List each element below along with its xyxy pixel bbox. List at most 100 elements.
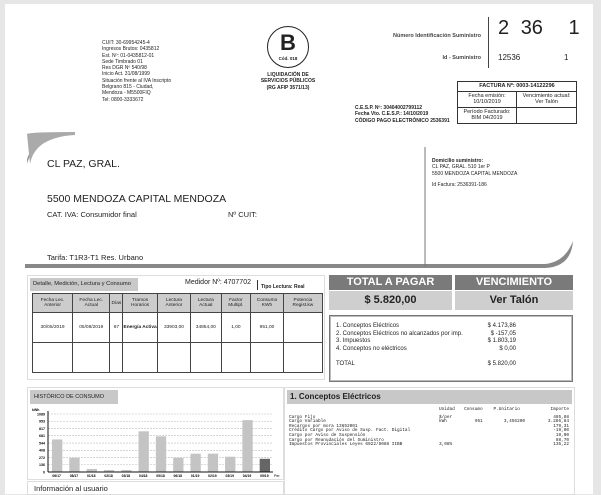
table-cell: [282, 342, 324, 373]
due-value: Ver Talón: [455, 291, 573, 310]
caption-line: SERVICIOS PÚBLICOS: [260, 78, 316, 85]
supply-id-part: 36: [520, 17, 543, 39]
x-tick-label: 05/18: [156, 474, 165, 478]
customer-iva: CAT. IVA: Consumidor final: [47, 210, 137, 219]
issuer-line: Ingresos Brutos: 0435812: [102, 46, 160, 53]
concept-row: Cargo por Aviso de Suspensión 19,00: [289, 433, 569, 439]
y-tick-label: 0: [43, 470, 45, 474]
x-tick-label: 04/18: [139, 474, 148, 478]
column-header: Días: [109, 293, 124, 313]
due-value: Ver Talón: [535, 99, 558, 105]
concepts-table: Unidad Consumo P.Unitario Importe Cargo Fijo…: [289, 407, 569, 448]
table-cell: 05/08/2019: [72, 312, 111, 343]
column-header: Importe: [550, 407, 569, 412]
issuer-line: Tel: 0800-3333672: [102, 96, 144, 103]
address-frame: [25, 132, 573, 268]
y-tick-label: 544: [39, 441, 45, 445]
column-header: Factor Multipl.: [220, 293, 252, 313]
concept-row: Cargo por Reanudación del Suministro 88,7…: [289, 438, 569, 444]
column-header: Tramos Horarios: [122, 293, 158, 313]
column-header: Fecha Lec. Actual: [72, 293, 111, 313]
y-tick-label: 408: [39, 449, 45, 453]
summary-label: 3. Impuestos: [336, 338, 371, 344]
concept-cell: 951: [474, 419, 483, 425]
x-tick-label: 08/17: [70, 474, 79, 478]
concept-row: Cargo Fijo $/per 485,88: [289, 414, 569, 421]
summary-total-row: TOTAL $ 5.820,00: [336, 361, 566, 367]
table-cell: [31, 342, 74, 373]
cesp-line: C.E.S.P. Nº: 30404002799112: [355, 105, 423, 111]
issuer-line: Est. Nº: 01-0435812-01: [102, 52, 155, 59]
summary-label: 2. Conceptos Eléctricos no alcanzados po…: [336, 330, 463, 337]
y-tick-label: 953: [39, 420, 45, 424]
table-cell: 33903,00: [156, 312, 192, 343]
total-label: TOTAL A PAGAR: [329, 275, 452, 290]
totals-summary: 1. Conceptos Eléctricos $ 4.173,86 2. Conc…: [329, 315, 573, 382]
period-value: BIM 04/2019: [471, 115, 503, 121]
user-info-section: Información al usuario: [27, 481, 284, 495]
bar: [225, 456, 236, 472]
x-tick-label: 05/19: [260, 474, 269, 478]
summary-value: $ 1.803,19: [487, 338, 516, 344]
concept-cell: Cargo Fijo: [289, 414, 316, 420]
concept-row: Recargos por mora 13652001 179,31: [289, 423, 569, 430]
concept-cell: 135,22: [553, 442, 569, 448]
invoice-number: FACTURA Nº: 0003-14122296: [458, 82, 576, 92]
x-tick-label: 06/18: [174, 474, 183, 478]
concept-cell: $/per: [439, 414, 453, 420]
summary-row: 4. Conceptos no eléctricos $ 0,00: [336, 346, 566, 354]
emission-label: Fecha emisión:: [468, 92, 506, 99]
history-tab: HISTÓRICO DE CONSUMO: [30, 390, 118, 404]
concept-row: Crédito Cargo por Aviso de Susp. Fact. D…: [289, 429, 569, 434]
table-cell: 30/05/2019: [31, 312, 74, 343]
y-tick-label: 136: [39, 463, 45, 467]
concepts-section: 1. Conceptos Eléctricos Unidad Consumo P.U…: [284, 387, 575, 495]
table-cell: [122, 342, 158, 373]
supply-address-line: 5500 MENDOZA CAPITAL MENDOZA: [432, 170, 518, 177]
issuer-line: Belgrano 815 - Ciudad,: [102, 84, 154, 91]
x-tick-label: 02/18: [104, 474, 113, 478]
concept-cell: 3.286,84: [547, 419, 569, 425]
supply-id-label: Número Identificación Suministro: [392, 33, 481, 39]
concept-cell: 485,88: [553, 414, 569, 420]
issuer-info: CUIT: 30-69954245-4 Ingresos Brutos: 0435…: [102, 40, 192, 103]
table-row: [31, 342, 324, 373]
concept-cell: Crédito Cargo por Aviso de Susp. Fact. D…: [289, 428, 411, 434]
summary-row: 2. Conceptos Eléctricos no alcanzados po…: [336, 331, 566, 339]
summary-label: 4. Conceptos no eléctricos: [336, 345, 407, 352]
bar: [138, 431, 149, 472]
customer-cuit: Nº CUIT:: [228, 210, 257, 219]
x-tick-label: 02/19: [208, 474, 217, 478]
column-header: Consumo: [464, 407, 483, 412]
x-axis-label: Per.: [274, 474, 280, 478]
concept-cell: 3,456200: [503, 419, 525, 425]
divider: [257, 280, 258, 290]
caption-line: LIQUIDACIÓN DE: [267, 72, 309, 78]
period-label: Período Facturado:: [463, 108, 511, 115]
y-tick-label: 1089: [37, 412, 45, 416]
bar: [155, 436, 167, 472]
table-cell: 1,00: [220, 312, 252, 343]
table-cell: [72, 342, 111, 373]
customer-tariff: Tarifa: T1R3-T1 Res. Urbano: [47, 253, 144, 262]
bar: [242, 420, 253, 472]
cesp-line: Fecha Vto. C.E.S.P.: 14/10/2019: [355, 111, 429, 118]
column-header: Lectura Anterior: [156, 293, 192, 313]
concept-cell: Recargos por mora 13652001: [289, 423, 358, 429]
summary-label: 1. Conceptos Eléctricos: [336, 323, 400, 329]
concept-cell: -19,00: [553, 428, 569, 434]
reading-table: Fecha Lec. Anterior Fecha Lec. Actual Días…: [31, 293, 324, 373]
emission-date: 10/10/2019: [473, 99, 501, 105]
cesp-info: C.E.S.P. Nº: 30404002799112 Fecha Vto. C…: [355, 105, 450, 124]
concept-cell: 179,31: [553, 423, 569, 429]
bar: [69, 457, 80, 472]
table-cell: 67: [109, 312, 124, 343]
bar: [259, 458, 270, 472]
due-header: VENCIMIENTO: [455, 275, 573, 290]
y-axis-label: kWh: [32, 408, 39, 412]
sub-id: 12536: [498, 53, 521, 62]
supply-id-part: 1: [568, 17, 580, 39]
column-header: Unidad: [439, 407, 455, 412]
table-cell: 34854,00: [190, 312, 222, 343]
x-tick-label: 01/18: [87, 474, 96, 478]
